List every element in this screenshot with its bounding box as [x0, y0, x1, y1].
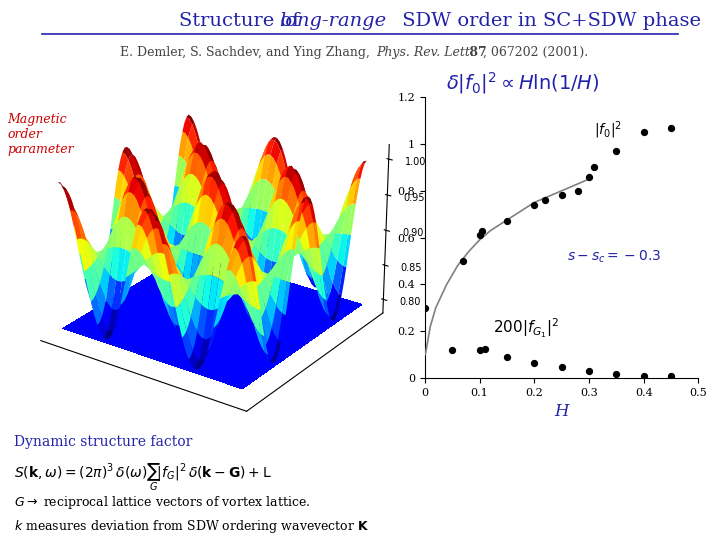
Point [556, 191, 567, 200]
Point [501, 353, 513, 361]
Point [638, 128, 649, 137]
Text: , 067202 (2001).: , 067202 (2001). [483, 46, 588, 59]
Text: Structure of: Structure of [179, 11, 305, 30]
Point [611, 147, 622, 156]
Point [480, 345, 491, 353]
Point [446, 346, 458, 354]
Point [419, 303, 431, 312]
Point [556, 363, 567, 372]
Text: E. Demler, S. Sachdev, and Ying Zhang,: E. Demler, S. Sachdev, and Ying Zhang, [120, 46, 374, 59]
Point [457, 256, 469, 265]
Text: Dynamic structure factor: Dynamic structure factor [14, 435, 193, 449]
Text: $S(\mathbf{k},\omega) = (2\pi)^3\,\delta(\omega)\sum_G\!|f_G|^2\,\delta(\mathbf{: $S(\mathbf{k},\omega) = (2\pi)^3\,\delta… [14, 462, 272, 494]
Text: $\delta|f_0|^2 \propto H\ln(1/H)$: $\delta|f_0|^2 \propto H\ln(1/H)$ [446, 70, 600, 96]
Point [501, 217, 513, 226]
Text: H: H [554, 403, 569, 420]
Text: Phys. Rev. Lett.: Phys. Rev. Lett. [376, 46, 474, 59]
Point [638, 372, 649, 380]
Text: long-range: long-range [279, 11, 386, 30]
Point [665, 372, 677, 381]
Point [583, 172, 595, 181]
Text: $s - s_c = -0.3$: $s - s_c = -0.3$ [567, 249, 661, 265]
Text: $G \rightarrow$ reciprocal lattice vectors of vortex lattice.: $G \rightarrow$ reciprocal lattice vecto… [14, 494, 311, 511]
Text: $|f_0|^2$: $|f_0|^2$ [595, 120, 623, 141]
Text: 87: 87 [465, 46, 487, 59]
Text: $k$ measures deviation from SDW ordering wavevector $\mathbf{K}$: $k$ measures deviation from SDW ordering… [14, 518, 370, 535]
Point [611, 370, 622, 379]
Point [477, 226, 488, 235]
Point [474, 231, 485, 240]
Text: SDW order in SC+SDW phase: SDW order in SC+SDW phase [396, 11, 701, 30]
Text: $200|f_{G_1}|^2$: $200|f_{G_1}|^2$ [493, 316, 559, 340]
Text: Magnetic
order
parameter: Magnetic order parameter [7, 113, 74, 157]
Point [589, 163, 600, 172]
Point [583, 367, 595, 375]
Point [572, 186, 584, 195]
Point [474, 346, 485, 354]
Point [539, 196, 551, 205]
Point [665, 123, 677, 132]
Point [528, 200, 540, 209]
Point [528, 359, 540, 367]
